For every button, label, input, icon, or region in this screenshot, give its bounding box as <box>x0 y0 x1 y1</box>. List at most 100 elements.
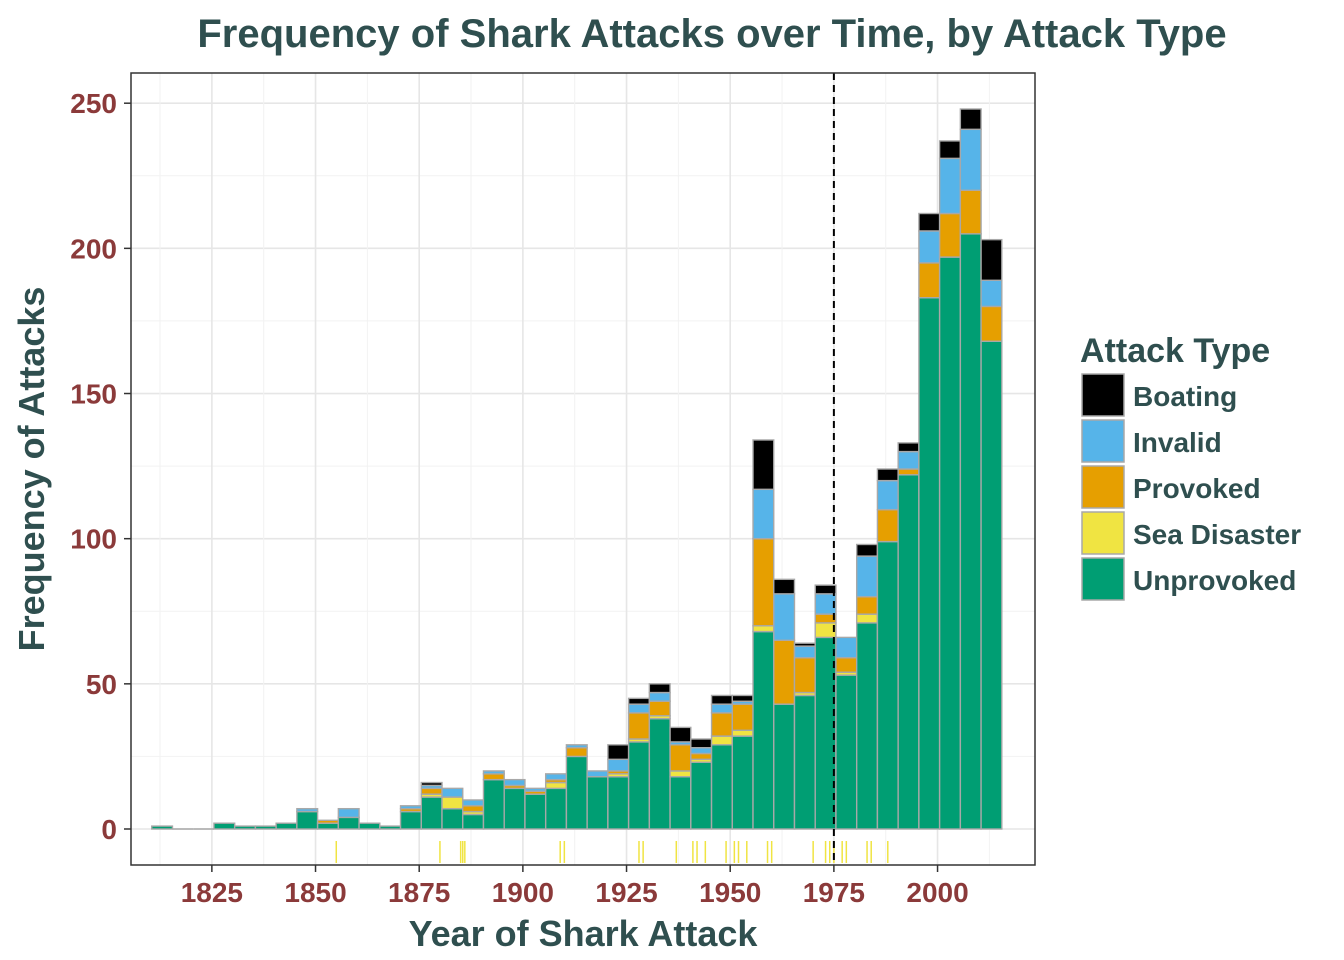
bar-provoked <box>773 639 796 705</box>
legend-label-unprovoked: Unprovoked <box>1133 565 1296 596</box>
bar-invalid <box>441 787 464 798</box>
bar-invalid <box>752 488 775 540</box>
bar-provoked <box>690 752 713 761</box>
bar-provoked <box>938 212 962 258</box>
bar-boating <box>731 694 754 702</box>
bar-unprovoked <box>275 822 298 830</box>
legend-label-sea-disaster: Sea Disaster <box>1133 519 1301 550</box>
bar-invalid <box>959 128 982 191</box>
bar-unprovoked <box>544 787 568 830</box>
bar-unprovoked <box>918 297 941 830</box>
y-tick-label: 200 <box>70 233 117 264</box>
bar-invalid <box>565 744 588 749</box>
x-axis-title: Year of Shark Attack <box>409 913 759 954</box>
bar-boating <box>918 212 941 232</box>
bar-invalid <box>399 805 422 810</box>
bar-provoked <box>876 508 899 543</box>
bar-provoked <box>669 744 692 772</box>
bar-invalid <box>918 230 941 264</box>
legend-key-invalid <box>1081 419 1125 463</box>
bar-unprovoked <box>897 474 920 830</box>
bar-provoked <box>316 819 340 824</box>
y-tick-label: 150 <box>70 379 117 410</box>
legend-label-invalid: Invalid <box>1133 427 1222 458</box>
bar-invalid <box>980 279 1003 308</box>
bar-sea-disaster <box>814 622 837 639</box>
x-tick-label: 1900 <box>492 877 554 908</box>
bar-unprovoked <box>337 816 360 830</box>
bar-provoked <box>462 805 485 813</box>
legend-label-provoked: Provoked <box>1133 473 1261 504</box>
x-tick-label: 2000 <box>906 877 968 908</box>
bar-provoked <box>420 787 443 795</box>
bar-boating <box>648 683 671 694</box>
bar-provoked <box>648 700 671 717</box>
bar-unprovoked <box>773 703 796 830</box>
bar-unprovoked <box>669 776 692 830</box>
bar-unprovoked <box>959 233 982 830</box>
bar-sea-disaster <box>752 625 775 633</box>
bar-unprovoked <box>316 822 340 830</box>
bar-provoked <box>980 305 1003 342</box>
bar-unprovoked <box>710 744 733 830</box>
bar-invalid <box>544 773 568 781</box>
bar-boating <box>814 584 837 595</box>
bar-invalid <box>503 778 526 787</box>
legend-label-boating: Boating <box>1133 381 1237 412</box>
bar-unprovoked <box>296 810 319 830</box>
bar-unprovoked <box>420 796 443 830</box>
bar-provoked <box>793 657 816 694</box>
bar-unprovoked <box>876 540 899 830</box>
bar-unprovoked <box>752 630 775 830</box>
legend-key-provoked <box>1081 465 1125 509</box>
bar-boating <box>773 578 796 595</box>
x-tick-label: 1850 <box>284 877 346 908</box>
x-tick-label: 1825 <box>181 877 243 908</box>
bar-sea-disaster <box>710 735 733 746</box>
bar-unprovoked <box>213 822 236 830</box>
bar-unprovoked <box>835 674 858 830</box>
bar-boating <box>855 543 879 557</box>
bar-provoked <box>482 773 505 781</box>
bar-unprovoked <box>503 787 526 830</box>
bar-sea-disaster <box>441 796 464 810</box>
legend-key-boating <box>1081 373 1125 417</box>
x-tick-label: 1975 <box>803 877 865 908</box>
y-tick-label: 100 <box>70 524 117 555</box>
bars <box>151 108 1003 830</box>
bar-unprovoked <box>586 776 609 830</box>
bar-sea-disaster <box>544 781 568 790</box>
legend: Attack Type Boating Invalid Provoked Sea Di… <box>1080 332 1301 601</box>
bar-boating <box>710 694 733 705</box>
bar-boating <box>669 726 692 743</box>
bar-unprovoked <box>524 793 547 830</box>
bar-invalid <box>710 703 733 714</box>
bar-unprovoked <box>648 717 671 830</box>
bar-invalid <box>814 593 837 615</box>
bar-unprovoked <box>462 813 485 830</box>
y-tick-label: 250 <box>70 88 117 119</box>
x-tick-label: 1925 <box>595 877 657 908</box>
bar-boating <box>752 439 775 491</box>
bar-unprovoked <box>233 825 257 830</box>
bar-boating <box>959 108 982 131</box>
bar-sea-disaster <box>855 613 879 624</box>
bar-invalid <box>793 645 816 659</box>
bar-boating <box>793 642 816 647</box>
bar-invalid <box>524 787 547 792</box>
x-axis: 1825 1850 1875 1900 1925 1950 1975 2000 <box>181 865 969 908</box>
bar-unprovoked <box>565 755 588 830</box>
bar-boating <box>938 140 962 160</box>
x-tick-label: 1950 <box>699 877 761 908</box>
bar-provoked <box>835 657 858 673</box>
bar-boating <box>690 738 713 749</box>
bar-invalid <box>835 636 858 659</box>
bar-invalid <box>897 450 920 470</box>
bar-unprovoked <box>441 807 464 830</box>
bar-invalid <box>462 799 485 807</box>
bar-unprovoked <box>793 694 816 830</box>
y-axis: 0 50 100 150 200 250 <box>70 88 131 845</box>
bar-provoked <box>959 189 982 235</box>
bar-invalid <box>296 807 319 813</box>
